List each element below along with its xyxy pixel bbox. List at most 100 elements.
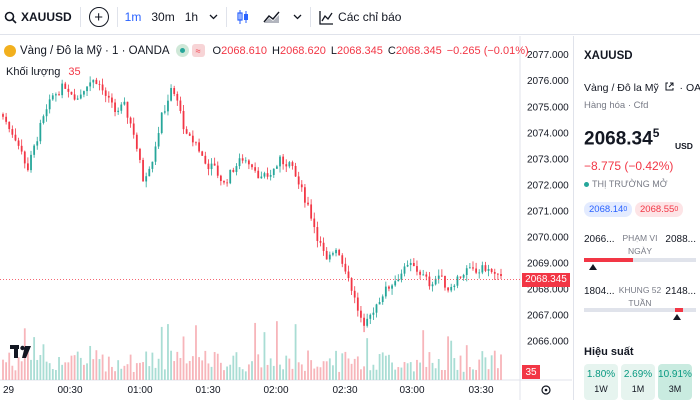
legend-title: Vàng / Đô la Mỹ · 1 · OANDA — [20, 44, 170, 57]
volume-bar — [272, 365, 275, 380]
day-range-marker-icon — [588, 264, 597, 270]
timeframe-1m[interactable]: 1m — [124, 10, 142, 24]
volume-bar — [444, 370, 446, 380]
candle-body — [58, 94, 60, 96]
chart-type-dropdown[interactable] — [287, 0, 308, 35]
candle-body — [61, 83, 64, 96]
close-label: C — [387, 44, 396, 57]
indicators-button[interactable]: Các chỉ báo — [313, 0, 407, 35]
tradingview-logo-icon[interactable] — [10, 345, 31, 359]
volume-bar — [92, 359, 95, 380]
chart-type-button[interactable] — [257, 0, 287, 35]
volume-bar — [388, 354, 390, 380]
volume-bar — [484, 357, 487, 380]
candle-body — [369, 314, 372, 319]
candle-body — [456, 276, 459, 286]
candle-body — [226, 182, 228, 184]
compare-symbol-button[interactable]: + — [88, 7, 109, 27]
volume-bar — [114, 371, 116, 380]
day-range-bar — [584, 258, 696, 262]
high-label: H — [272, 44, 280, 57]
perf-period: 1W — [594, 384, 608, 394]
volume-bar — [30, 359, 32, 380]
candle-body — [325, 250, 328, 260]
candle-body — [490, 268, 493, 272]
volume-bar — [400, 367, 403, 380]
volume-bar — [319, 367, 322, 380]
volume-bar — [397, 367, 400, 380]
volume-bar — [76, 351, 79, 380]
volume-bar — [157, 358, 160, 380]
price-chart[interactable]: 2077.000 2076.000 2075.000 2074.000 2073.000… — [0, 36, 572, 400]
perf-cell-3m[interactable]: 10.91% 3M — [658, 364, 692, 400]
price-tick-label: 2076.000 — [527, 76, 569, 87]
volume-bar — [412, 371, 415, 380]
candle-body — [285, 164, 288, 167]
details-symbol[interactable]: XAUUSD — [584, 50, 633, 62]
volume-bar — [437, 359, 440, 380]
volume-bar — [27, 350, 29, 380]
price-tick-label: 2077.000 — [527, 50, 569, 61]
indicators-icon — [319, 10, 334, 25]
candle-body — [350, 278, 353, 291]
perf-cell-1w[interactable]: 1.80% 1W — [584, 364, 618, 400]
perf-cell-1m[interactable]: 2.69% 1M — [621, 364, 655, 400]
candle-body — [319, 240, 322, 243]
candle-body — [266, 173, 269, 177]
candle-body — [179, 100, 182, 112]
volume-bar — [403, 362, 406, 380]
volume-bar — [325, 361, 328, 380]
timeframe-1h[interactable]: 1h — [184, 10, 199, 24]
volume-bar — [201, 360, 204, 380]
volume-bar — [120, 368, 123, 380]
symbol-search-button[interactable]: XAUUSD — [0, 0, 78, 35]
candle-body — [195, 142, 197, 144]
price-tick-label: 2074.000 — [527, 128, 569, 139]
volume-bar — [434, 368, 437, 380]
candle-body — [381, 296, 384, 303]
price-tick-label: 2072.000 — [527, 180, 569, 191]
volume-bar — [266, 364, 269, 380]
candle-body — [188, 133, 191, 136]
volume-bar — [447, 336, 449, 380]
candle-body — [356, 297, 359, 311]
candle-body — [89, 82, 92, 87]
candle-body — [20, 145, 23, 152]
candle-body — [465, 268, 468, 275]
candle-body — [447, 287, 449, 291]
candle-body — [378, 302, 381, 305]
volume-bar — [313, 368, 316, 380]
volume-bar — [294, 324, 297, 380]
candle-body — [468, 267, 471, 269]
candle-body — [170, 88, 172, 101]
price-tick-label: 2070.000 — [527, 232, 569, 243]
price-sup: 5 — [652, 126, 660, 140]
candle-body — [11, 129, 14, 135]
candle-body — [500, 274, 502, 277]
time-tick-label: 03:00 — [399, 385, 424, 396]
details-description[interactable]: Vàng / Đô la Mỹ · OANDA — [584, 82, 700, 94]
candle-body — [23, 151, 26, 164]
volume-bar — [8, 352, 11, 380]
time-tick-label: 00:30 — [57, 385, 82, 396]
candle-body — [73, 94, 76, 100]
volume-bar — [167, 324, 169, 380]
price-tick-label: 2073.000 — [527, 154, 569, 165]
timeframe-dropdown[interactable] — [203, 0, 224, 35]
close-value: 2068.345 — [395, 44, 442, 57]
symbol-details-panel: XAUUSD Vàng / Đô la Mỹ · OANDA Hàng hóa … — [573, 36, 700, 400]
volume-bar — [341, 353, 344, 380]
volume-bar — [58, 357, 60, 380]
candle-body — [160, 112, 163, 134]
candle-body — [353, 290, 356, 298]
w52-range-bar — [584, 308, 696, 312]
volume-bar — [419, 362, 421, 380]
w52-high: 2148... — [665, 286, 696, 297]
candle-style-button[interactable] — [229, 0, 257, 35]
candle-body — [123, 101, 126, 105]
timeframe-30m[interactable]: 30m — [151, 10, 175, 24]
volume-bar — [170, 350, 172, 380]
time-tick-label: 29 — [3, 385, 15, 396]
candle-body — [98, 84, 101, 85]
candle-body — [219, 175, 222, 182]
